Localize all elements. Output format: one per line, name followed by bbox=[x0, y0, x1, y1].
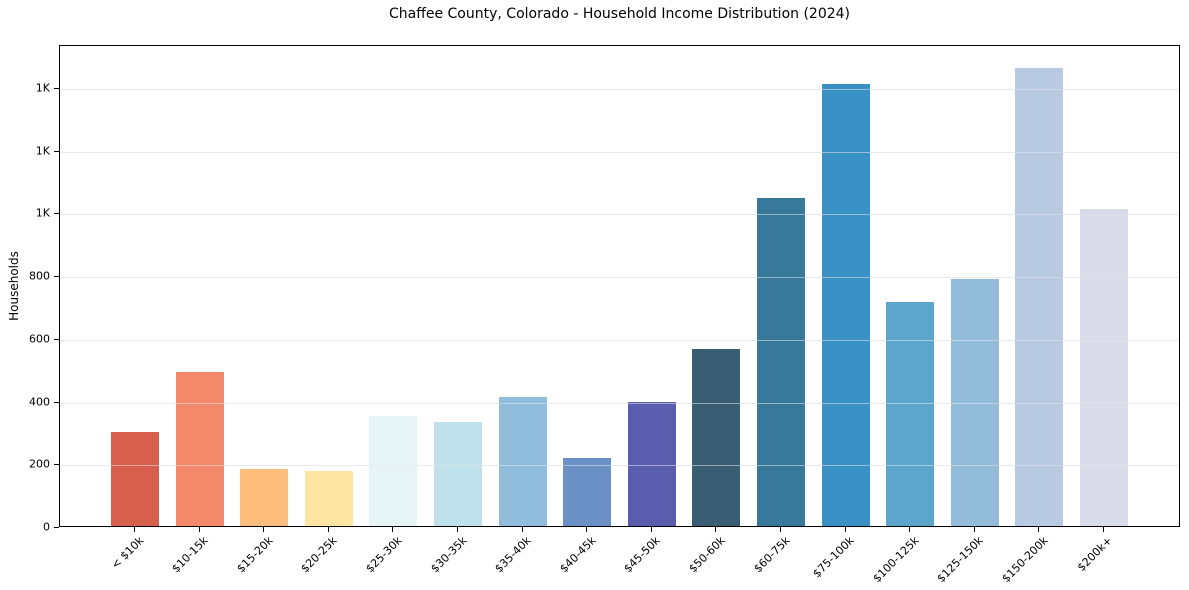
x-tick-label: $10-15k bbox=[169, 534, 211, 576]
y-tick-mark bbox=[54, 527, 59, 528]
bar-10k bbox=[111, 431, 159, 526]
gridline bbox=[60, 339, 1179, 341]
gridline bbox=[60, 214, 1179, 216]
gridline bbox=[60, 277, 1179, 279]
x-tick-mark bbox=[1103, 527, 1104, 532]
x-tick-mark bbox=[844, 527, 846, 532]
y-tick-mark bbox=[54, 276, 59, 278]
x-tick-label: $50-60k bbox=[686, 534, 728, 576]
bar-50-60k bbox=[692, 348, 741, 526]
x-tick-mark bbox=[1038, 527, 1040, 532]
x-tick-mark bbox=[780, 527, 781, 532]
y-tick-label: 1K bbox=[35, 81, 50, 95]
x-tick-mark bbox=[392, 527, 394, 532]
y-tick-label: 400 bbox=[29, 395, 50, 409]
x-tick-mark bbox=[521, 527, 523, 532]
x-tick-label: $15-20k bbox=[234, 534, 276, 576]
x-tick-label: $75-100k bbox=[810, 534, 857, 581]
x-tick-label: $125-150k bbox=[934, 534, 986, 586]
x-tick-label: $200k+ bbox=[1075, 534, 1116, 575]
x-tick-mark bbox=[263, 527, 265, 532]
y-tick-mark bbox=[54, 338, 59, 340]
y-tick-mark bbox=[54, 464, 59, 466]
gridline bbox=[60, 402, 1179, 404]
y-tick-mark bbox=[54, 213, 59, 215]
bar-125-150k bbox=[950, 278, 999, 526]
y-tick-label: 0 bbox=[43, 520, 50, 534]
bar-30-35k bbox=[434, 421, 482, 526]
x-tick-label: $45-50k bbox=[621, 534, 663, 576]
x-tick-label: $100-125k bbox=[870, 534, 922, 586]
x-tick-label: $60-75k bbox=[750, 534, 793, 576]
bar-25-30k bbox=[369, 415, 418, 526]
x-tick-mark bbox=[650, 527, 652, 532]
gridline bbox=[60, 89, 1179, 90]
x-tick-label: $35-40k bbox=[492, 534, 534, 576]
chart-title: Chaffee County, Colorado - Household Inc… bbox=[388, 6, 851, 22]
y-tick-mark bbox=[54, 150, 59, 152]
y-tick-mark bbox=[54, 401, 59, 403]
x-tick-mark bbox=[973, 527, 975, 532]
x-tick-mark bbox=[134, 527, 135, 532]
bar-15-20k bbox=[240, 468, 289, 526]
x-tick-label: < $10k bbox=[108, 534, 147, 572]
y-tick-mark bbox=[54, 88, 59, 89]
y-tick-label: 1K bbox=[35, 144, 50, 158]
x-tick-label: $30-35k bbox=[427, 534, 470, 576]
bar-45-50k bbox=[627, 402, 676, 526]
bar-20-25k bbox=[304, 470, 353, 526]
bar-10-15k bbox=[175, 372, 224, 526]
x-tick-label: $25-30k bbox=[363, 534, 405, 576]
gridline bbox=[60, 465, 1179, 467]
x-tick-label: $150-200k bbox=[999, 534, 1051, 586]
y-tick-label: 600 bbox=[29, 332, 50, 346]
x-tick-mark bbox=[909, 527, 911, 532]
x-tick-mark bbox=[586, 527, 588, 532]
bar-100-125k bbox=[886, 302, 935, 526]
y-axis-label: Households bbox=[7, 251, 21, 321]
x-tick-label: $40-45k bbox=[557, 534, 599, 576]
x-tick-mark bbox=[715, 527, 717, 532]
y-tick-label: 200 bbox=[29, 457, 50, 471]
bar-150-200k bbox=[1015, 67, 1064, 526]
bar-75-100k bbox=[821, 83, 870, 526]
gridline bbox=[60, 151, 1179, 153]
bar-60-75k bbox=[757, 198, 805, 526]
x-tick-mark bbox=[327, 527, 329, 532]
plot-area bbox=[59, 45, 1180, 527]
bar-200k bbox=[1080, 208, 1128, 526]
bar-35-40k bbox=[498, 396, 547, 526]
bar-40-45k bbox=[563, 457, 612, 526]
y-tick-label: 800 bbox=[29, 269, 50, 283]
x-tick-mark bbox=[198, 527, 200, 532]
x-tick-mark bbox=[457, 527, 458, 532]
x-tick-label: $20-25k bbox=[298, 534, 340, 576]
y-tick-label: 1K bbox=[35, 206, 50, 220]
